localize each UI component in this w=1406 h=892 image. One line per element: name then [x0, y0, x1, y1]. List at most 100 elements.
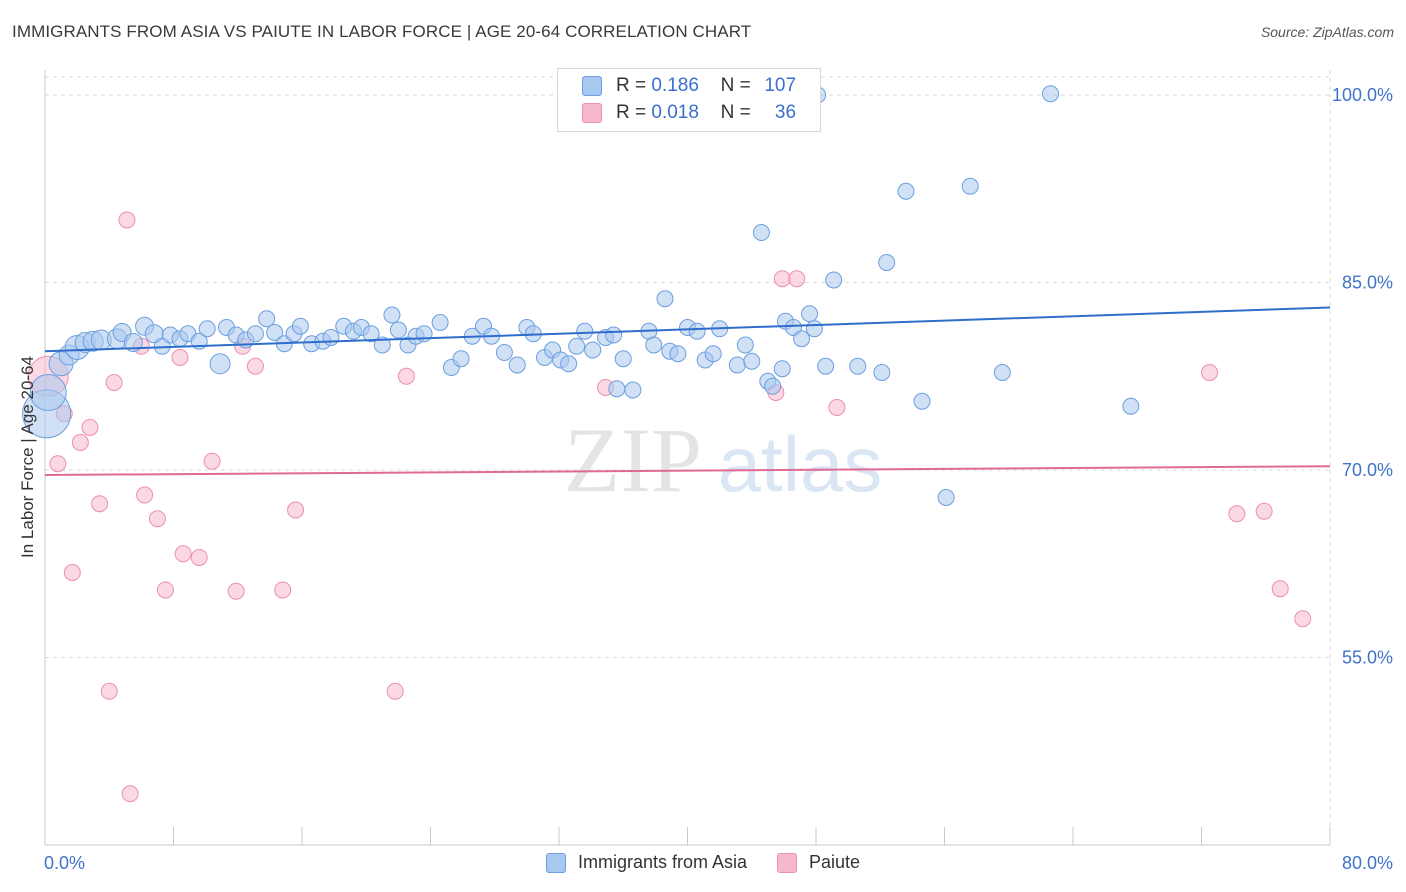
series-swatch-asia	[545, 852, 566, 873]
asia-point	[873, 364, 891, 381]
paiute-point	[121, 785, 139, 803]
asia-point	[961, 177, 979, 195]
asia-point	[897, 182, 915, 200]
paiute-point	[1228, 505, 1246, 523]
asia-point	[669, 345, 687, 363]
y-tick-label: 100.0%	[1332, 85, 1393, 105]
paiute-point	[71, 434, 89, 451]
asia-point	[736, 336, 754, 354]
paiute-point	[1201, 364, 1219, 381]
asia-point	[614, 350, 632, 368]
asia-point	[728, 356, 746, 374]
legend-swatch-asia	[582, 76, 602, 96]
legend-row-paiute: R = 0.018 N = 36	[582, 101, 796, 125]
asia-point	[645, 336, 663, 354]
asia-point	[576, 322, 594, 340]
paiute-point	[118, 211, 136, 229]
asia-point	[495, 344, 513, 361]
paiute-point	[190, 549, 208, 566]
asia-point	[373, 336, 391, 354]
paiute-trend-line	[44, 465, 1331, 476]
legend-n-value: 107	[764, 75, 797, 96]
paiute-point	[1255, 502, 1273, 520]
stats-legend: R = 0.186 N = 107 R = 0.018 N = 36	[557, 68, 821, 132]
asia-point	[291, 317, 309, 335]
asia-point	[704, 345, 722, 363]
paiute-point	[174, 545, 192, 563]
asia-point	[773, 360, 791, 378]
paiute-point	[246, 357, 264, 375]
series-legend: Immigrants from Asia Paiute	[0, 852, 1406, 873]
series-swatch-paiute	[777, 852, 797, 873]
paiute-point	[63, 564, 81, 581]
asia-point	[817, 357, 835, 375]
asia-point	[849, 357, 867, 375]
asia-point	[688, 322, 706, 340]
paiute-point	[397, 367, 415, 385]
asia-point	[383, 306, 401, 324]
asia-point	[584, 341, 602, 359]
y-tick-label: 55.0%	[1342, 648, 1393, 668]
asia-point	[508, 356, 526, 374]
paiute-point	[136, 486, 154, 504]
asia-point	[993, 364, 1011, 381]
chart-title: IMMIGRANTS FROM ASIA VS PAIUTE IN LABOR …	[12, 22, 752, 41]
asia-point	[605, 326, 623, 344]
trend-lines	[44, 306, 1331, 476]
asia-point	[389, 321, 407, 339]
asia-point	[608, 380, 626, 398]
asia-point	[560, 355, 578, 373]
asia-point	[198, 320, 216, 338]
asia-point	[266, 324, 284, 341]
asia-point	[246, 325, 264, 343]
paiute-point	[148, 510, 166, 528]
paiute-point	[1294, 610, 1312, 628]
asia-point	[825, 271, 843, 289]
paiute-point	[81, 419, 99, 436]
asia-point	[793, 330, 811, 348]
x-tick-label-min: 0.0%	[44, 853, 85, 873]
legend-r-value: 0.186	[651, 75, 699, 96]
series-legend-asia: Immigrants from Asia	[545, 852, 747, 873]
paiute-point	[100, 682, 118, 700]
asia-point	[1122, 397, 1140, 415]
legend-r-label: R =	[616, 75, 647, 96]
asia-point	[805, 320, 823, 338]
paiute-point	[1271, 580, 1289, 598]
asia-point	[913, 392, 931, 410]
paiute-point	[788, 270, 806, 288]
asia-point	[123, 333, 143, 352]
asia-point	[362, 325, 380, 343]
asia-point	[656, 290, 674, 308]
series-label-asia: Immigrants from Asia	[577, 852, 747, 872]
paiute-point	[203, 452, 221, 470]
asia-point	[1042, 85, 1060, 103]
watermark: ZIP atlas	[564, 409, 882, 511]
paiute-point	[274, 581, 292, 599]
asia-point	[568, 337, 586, 355]
y-tick-label: 85.0%	[1342, 273, 1393, 293]
paiute-point	[156, 581, 174, 599]
paiute-point	[171, 349, 189, 366]
legend-r-label: R =	[616, 102, 647, 123]
watermark-zip: ZIP	[564, 409, 702, 511]
paiute-point	[227, 582, 245, 600]
y-tick-label: 70.0%	[1342, 460, 1393, 480]
asia-point	[452, 350, 470, 368]
x-tick-label-max: 80.0%	[1342, 853, 1393, 873]
legend-n-label: N =	[720, 75, 751, 96]
asia-point	[209, 353, 231, 375]
asia-point	[29, 374, 67, 411]
paiute-point	[287, 501, 305, 519]
paiute-point	[105, 374, 123, 391]
tick-labels: 55.0% 70.0% 85.0% 100.0% 0.0% 80.0%	[44, 85, 1393, 873]
asia-point	[764, 377, 782, 395]
paiute-point	[91, 495, 109, 513]
asia-point	[431, 314, 449, 331]
asia-point	[624, 381, 642, 399]
asia-point	[878, 254, 896, 271]
paiute-point	[773, 270, 791, 288]
asia-point	[258, 310, 276, 328]
asia-trend-line	[44, 306, 1331, 353]
